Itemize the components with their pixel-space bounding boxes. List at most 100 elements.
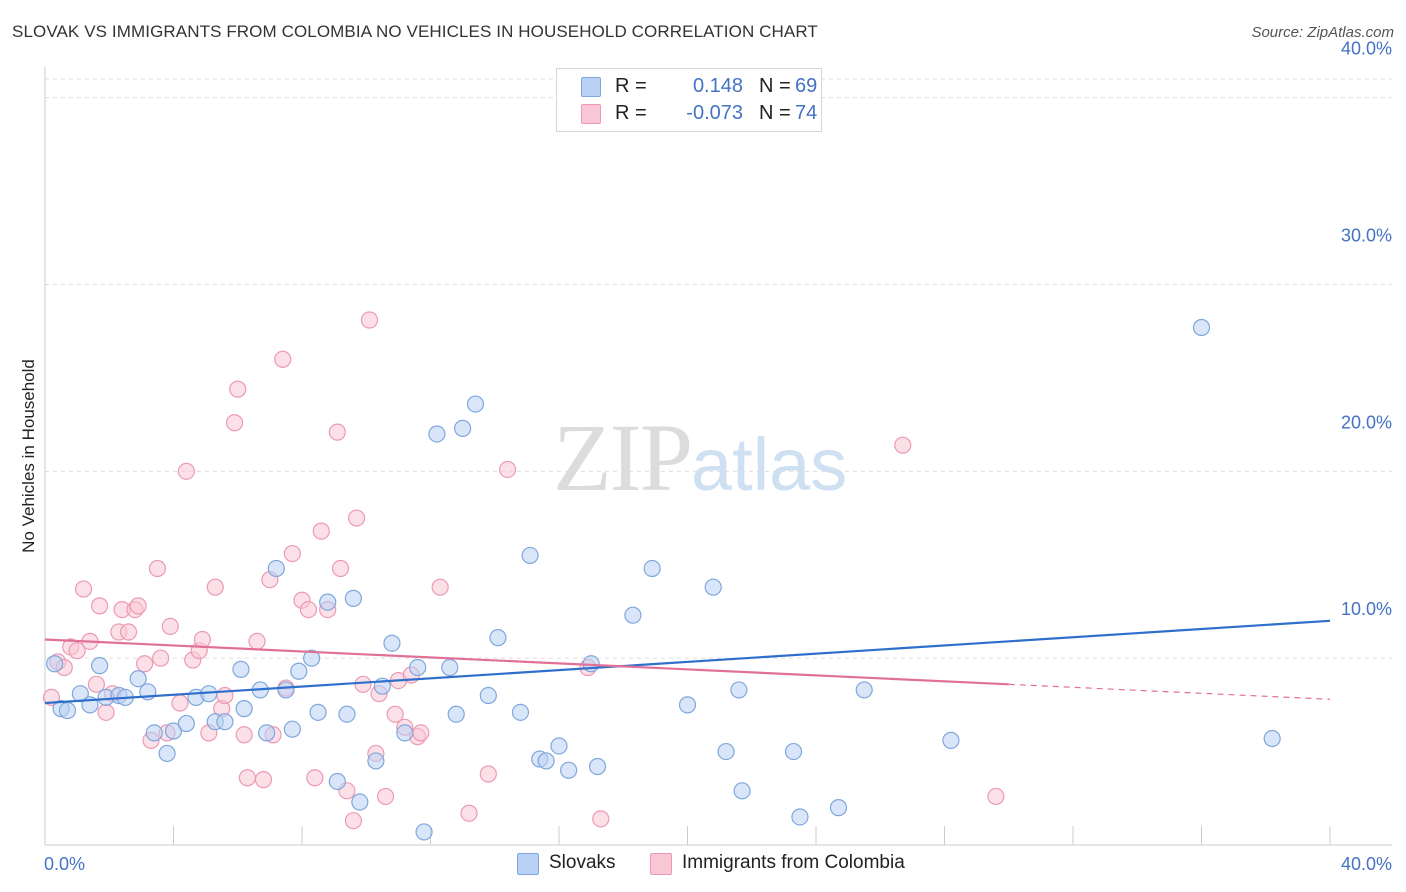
slovak-point <box>855 681 873 699</box>
colombia-point <box>68 642 86 660</box>
slovak-point <box>328 772 346 791</box>
colombia-point <box>499 460 517 479</box>
colombia-point <box>129 597 147 615</box>
colombia-trend-line <box>44 638 1009 686</box>
colombia-point <box>894 436 912 454</box>
colombia-point <box>344 812 362 830</box>
slovak-trend-line <box>44 619 1331 705</box>
slovak-point <box>177 714 195 733</box>
slovak-point <box>283 720 301 738</box>
slovak-point <box>309 703 327 721</box>
slovak-point <box>145 724 163 742</box>
colombia-point <box>97 703 115 721</box>
tick-labels: 10.0% 20.0% 30.0% 40.0% 0.0% 40.0% <box>44 39 1392 874</box>
legend-swatch-slovaks <box>581 77 601 97</box>
legend-r-value: -0.073 <box>686 102 743 124</box>
colombia-point <box>148 559 167 578</box>
slovak-point <box>454 419 472 437</box>
slovak-point <box>521 546 539 565</box>
colombia-point <box>152 649 170 667</box>
colombia-point <box>412 724 430 742</box>
colombia-point <box>171 694 189 712</box>
colombia-point <box>216 686 234 705</box>
slovak-point <box>409 658 427 677</box>
legend-n-value: 69 <box>795 75 818 97</box>
slovak-point <box>129 670 147 688</box>
colombia-point <box>386 705 404 723</box>
colombia-point <box>274 350 292 368</box>
watermark-atlas: atlas <box>691 423 848 506</box>
slovak-point <box>447 705 465 723</box>
slovak-point <box>277 681 295 699</box>
slovak-point <box>784 742 803 761</box>
correlation-legend: R = 0.148 N = 69 R = -0.073 N = 74 <box>556 68 822 132</box>
colombia-point <box>119 623 138 641</box>
legend-n-label: N = <box>759 75 791 97</box>
y-tick-label: 10.0% <box>1341 599 1392 619</box>
slovak-point <box>489 629 507 647</box>
slovak-point <box>588 757 607 776</box>
colombia-point <box>87 675 106 693</box>
grid-lines <box>45 78 1392 659</box>
legend-swatch-colombia <box>650 853 672 875</box>
colombia-point <box>177 462 195 480</box>
trend-lines <box>44 619 1331 705</box>
colombia-point <box>254 771 273 789</box>
colombia-point <box>360 311 379 329</box>
slovak-point <box>678 696 697 714</box>
slovak-point <box>704 578 722 596</box>
colombia-point <box>235 726 253 744</box>
legend-swatch-colombia <box>581 104 601 124</box>
slovak-point <box>232 660 250 678</box>
legend-r-value: 0.148 <box>692 75 743 97</box>
series-colombia-points <box>42 311 1005 830</box>
slovak-point <box>550 737 568 755</box>
legend-label-slovaks: Slovaks <box>549 852 616 873</box>
legend-r-label: R = <box>615 102 647 124</box>
slovak-point <box>91 657 109 675</box>
colombia-point <box>328 423 346 441</box>
y-axis-label: No Vehicles in Household <box>19 359 38 553</box>
colombia-point <box>348 509 366 527</box>
slovak-point <box>290 662 308 680</box>
legend-label-colombia: Immigrants from Colombia <box>682 852 905 873</box>
slovak-point <box>396 724 414 742</box>
slovak-point <box>733 782 751 800</box>
slovak-point <box>164 722 183 740</box>
colombia-point <box>354 675 372 693</box>
x-tick-label: 0.0% <box>44 854 85 874</box>
legend-n-value: 74 <box>795 102 818 124</box>
slovak-point <box>351 793 369 811</box>
colombia-point <box>431 578 449 596</box>
colombia-point <box>229 380 247 398</box>
colombia-point <box>193 630 212 649</box>
y-tick-label: 20.0% <box>1341 412 1392 432</box>
colombia-point <box>74 580 93 598</box>
colombia-point <box>206 578 224 596</box>
colombia-point <box>225 414 244 432</box>
colombia-point <box>312 522 330 540</box>
colombia-point <box>135 655 154 673</box>
watermark-zip: ZIP <box>553 404 693 511</box>
slovak-point <box>383 634 401 652</box>
colombia-point <box>91 597 109 615</box>
slovak-point <box>235 700 253 718</box>
slovak-point <box>730 681 748 699</box>
slovak-point <box>1263 729 1281 748</box>
colombia-point <box>331 559 350 578</box>
slovak-point <box>428 425 446 443</box>
watermark-logo: ZIPatlas <box>553 402 847 513</box>
colombia-point <box>238 769 256 787</box>
colombia-point <box>299 600 318 619</box>
slovak-point <box>624 606 642 624</box>
slovak-point <box>560 761 578 779</box>
slovak-point <box>46 655 64 673</box>
colombia-point <box>161 617 179 636</box>
colombia-point <box>592 810 610 828</box>
legend-n-label: N = <box>759 102 791 124</box>
slovak-point <box>158 744 176 763</box>
slovak-point <box>303 649 321 667</box>
slovak-point <box>415 823 433 841</box>
slovak-point <box>479 686 497 705</box>
